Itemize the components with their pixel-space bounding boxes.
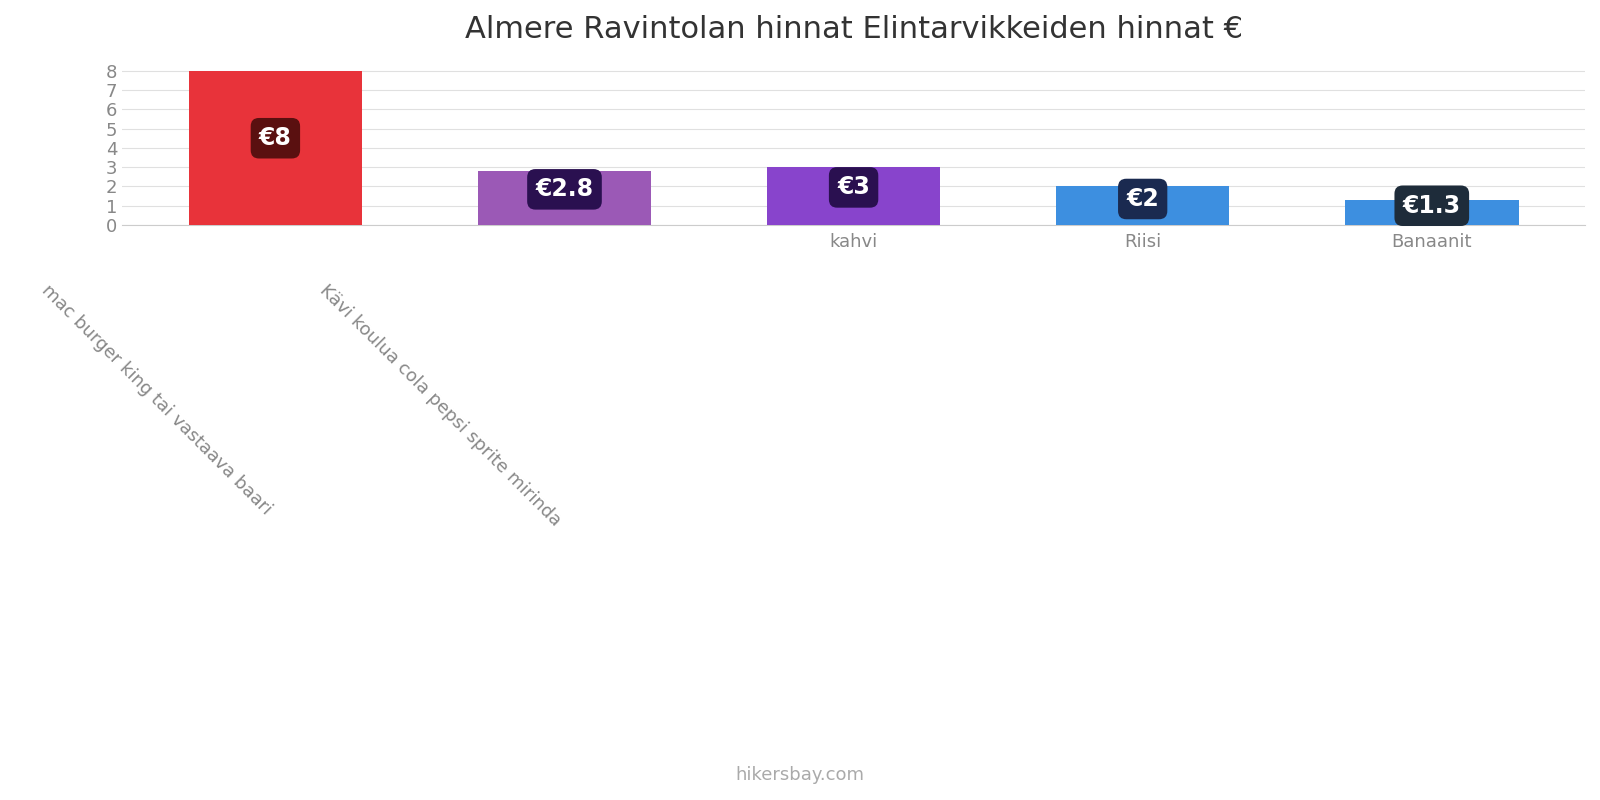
- Text: hikersbay.com: hikersbay.com: [736, 766, 864, 784]
- Text: mac burger king tai vastaava baari: mac burger king tai vastaava baari: [38, 282, 275, 518]
- Text: €8: €8: [259, 126, 291, 150]
- Text: €1.3: €1.3: [1403, 194, 1461, 218]
- Text: kahvi: kahvi: [829, 233, 878, 251]
- Bar: [1346, 200, 1518, 225]
- Text: Riisi: Riisi: [1125, 233, 1162, 251]
- Text: €2: €2: [1126, 187, 1158, 211]
- Title: Almere Ravintolan hinnat Elintarvikkeiden hinnat €: Almere Ravintolan hinnat Elintarvikkeide…: [464, 15, 1243, 44]
- Bar: [766, 167, 941, 225]
- Bar: [1056, 186, 1229, 225]
- Bar: [189, 70, 362, 225]
- Text: Banaanit: Banaanit: [1392, 233, 1472, 251]
- Text: €3: €3: [837, 175, 870, 199]
- Text: €2.8: €2.8: [536, 178, 594, 202]
- Text: Kävi koulua cola pepsi sprite mirinda: Kävi koulua cola pepsi sprite mirinda: [317, 282, 565, 530]
- Bar: [478, 171, 651, 225]
